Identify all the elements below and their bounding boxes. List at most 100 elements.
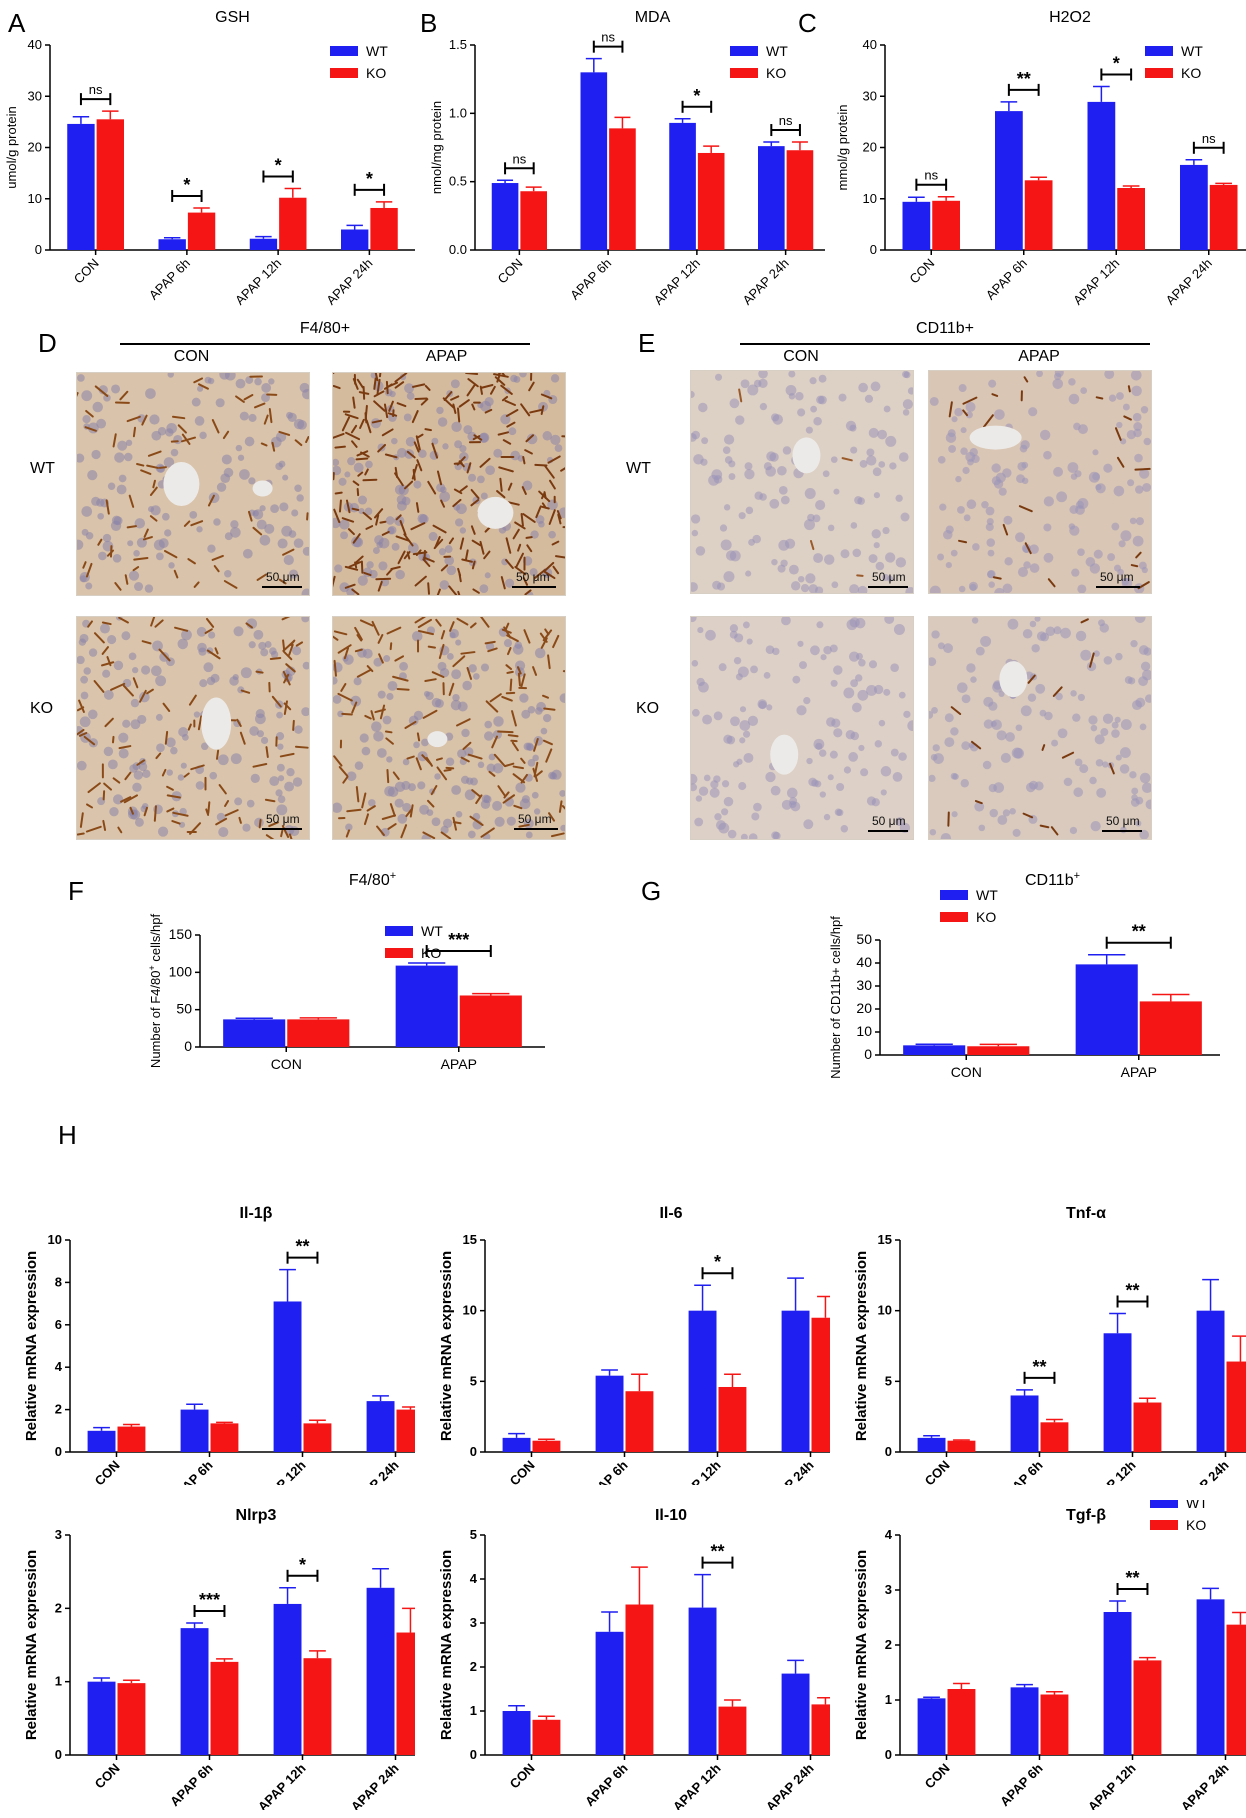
nucleus xyxy=(996,730,1007,741)
nucleus xyxy=(950,772,958,780)
stain-mark xyxy=(278,578,287,585)
nucleus xyxy=(417,781,426,790)
stain-mark xyxy=(484,640,496,645)
nucleus xyxy=(812,514,821,523)
nucleus xyxy=(455,639,462,646)
nucleus xyxy=(772,414,783,425)
nucleus xyxy=(405,436,416,447)
nucleus xyxy=(866,448,875,457)
bar-wt xyxy=(669,122,696,250)
nucleus xyxy=(425,691,434,701)
stain-mark xyxy=(100,661,115,667)
nucleus xyxy=(421,738,429,747)
stain-mark xyxy=(400,824,408,839)
stain-mark xyxy=(94,385,109,397)
nucleus xyxy=(778,485,788,495)
stain-mark xyxy=(381,530,390,536)
stain-mark xyxy=(504,622,510,631)
panel-letter-f: F xyxy=(68,876,84,906)
stain-mark xyxy=(528,381,535,392)
stain-mark xyxy=(424,678,437,683)
stain-mark xyxy=(146,688,154,695)
nucleus xyxy=(461,728,470,738)
stain-mark xyxy=(351,588,360,595)
nucleus xyxy=(99,623,110,634)
scale-bar-d4 xyxy=(514,828,558,830)
bar-ko xyxy=(932,200,960,250)
nucleus xyxy=(384,785,395,797)
nucleus xyxy=(132,782,142,793)
stain-mark xyxy=(77,832,85,836)
nucleus xyxy=(982,760,992,770)
chart-f480-count: F4/80+ Number of F4/80+ cells/hpf 0 50 100 15… xyxy=(130,870,550,1160)
stain-mark xyxy=(479,540,485,555)
nucleus xyxy=(818,374,827,383)
stain-mark xyxy=(410,522,426,531)
nucleus xyxy=(98,385,108,395)
nucleus xyxy=(178,727,189,737)
nucleus xyxy=(929,585,941,593)
bar-ko xyxy=(947,1440,976,1452)
nucleus xyxy=(944,713,954,723)
nucleus xyxy=(386,756,393,763)
stain-mark xyxy=(516,666,522,675)
nucleus xyxy=(702,714,713,725)
nucleus xyxy=(987,549,995,557)
nucleus xyxy=(385,516,395,525)
nucleus xyxy=(1120,719,1132,731)
nucleus xyxy=(548,530,556,539)
stain-mark xyxy=(392,771,400,780)
nucleus xyxy=(391,542,400,551)
nucleus xyxy=(194,416,205,426)
nucleus xyxy=(333,695,342,704)
nucleus xyxy=(1120,530,1132,542)
nucleus xyxy=(739,737,746,744)
nucleus xyxy=(880,789,887,796)
stain-mark xyxy=(111,735,115,744)
x-tick-label: APAP 24h xyxy=(763,1760,817,1810)
nucleus xyxy=(1020,705,1032,717)
nucleus xyxy=(525,831,533,839)
stain-mark xyxy=(452,816,458,831)
stain-mark xyxy=(525,434,535,443)
panel-letter-d: D xyxy=(38,328,57,358)
nucleus xyxy=(744,469,755,480)
stain-mark xyxy=(174,626,189,632)
nucleus xyxy=(799,661,807,670)
nucleus xyxy=(695,546,706,556)
stain-mark xyxy=(385,737,394,745)
nucleus xyxy=(1003,515,1013,525)
chart-il1b: Il-1β Relative mRNA expression 0 2 4 6 8 10 CON A… xyxy=(0,1190,442,1511)
scale-label-e4: 50 μm xyxy=(1106,814,1140,828)
panel-letter-g: G xyxy=(641,876,662,906)
nucleus xyxy=(442,818,453,828)
nucleus xyxy=(387,680,398,691)
stain-mark xyxy=(161,768,167,777)
stain-mark xyxy=(406,551,411,560)
nucleus xyxy=(138,762,148,772)
stain-mark xyxy=(85,409,94,418)
nucleus xyxy=(468,473,477,482)
nucleus xyxy=(833,488,840,495)
stain-mark xyxy=(512,765,524,770)
stain-mark xyxy=(252,526,263,536)
scale-label-e2: 50 μm xyxy=(1100,570,1134,584)
nucleus xyxy=(255,713,266,725)
nucleus xyxy=(1009,808,1016,815)
nucleus xyxy=(998,487,1007,496)
nucleus xyxy=(805,426,813,434)
stain-mark xyxy=(338,766,349,777)
significance-label: ** xyxy=(1132,922,1146,942)
stain-mark xyxy=(453,462,463,465)
nucleus xyxy=(83,667,91,675)
nucleus xyxy=(1134,617,1146,623)
nucleus xyxy=(884,617,895,624)
nucleus xyxy=(898,691,906,699)
y-tick-label: 8 xyxy=(55,1274,62,1289)
y-tick-label: 30 xyxy=(856,977,872,993)
stain-mark xyxy=(120,796,132,803)
stain-mark xyxy=(950,706,962,716)
nucleus xyxy=(248,413,257,422)
stain-mark xyxy=(498,466,514,473)
